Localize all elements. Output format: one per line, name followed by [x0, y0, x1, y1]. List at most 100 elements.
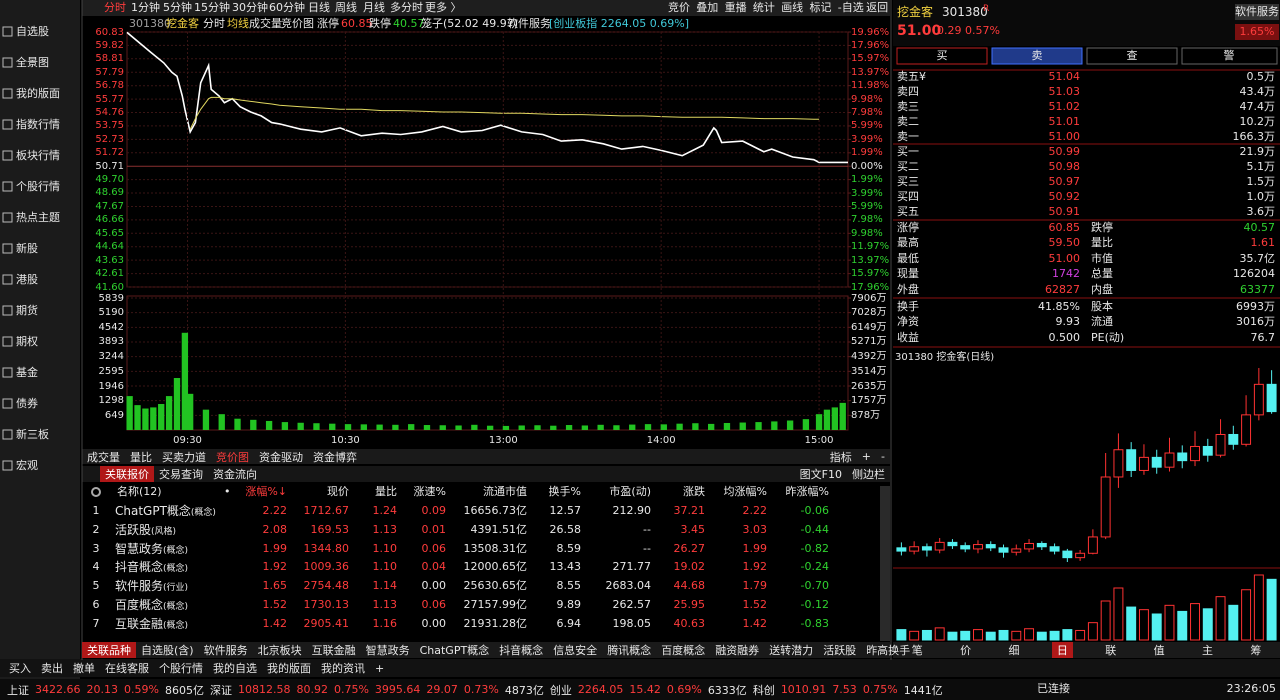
- tool-button[interactable]: 返回: [866, 1, 889, 14]
- period-tab[interactable]: 30分钟: [232, 1, 268, 14]
- indicator-tab[interactable]: 买卖力道: [162, 450, 206, 464]
- block-tab[interactable]: 活跃股: [823, 644, 857, 657]
- block-tab[interactable]: 自选股(含): [141, 644, 194, 657]
- buy-button[interactable]: [896, 47, 988, 65]
- indicator-tab[interactable]: 竞价图: [216, 450, 249, 464]
- period-tab[interactable]: 60分钟: [269, 1, 305, 14]
- toolbar-button[interactable]: 个股行情: [159, 662, 203, 675]
- column-header[interactable]: 涨跌: [683, 485, 705, 498]
- block-name[interactable]: 智慧政务(概念): [115, 541, 189, 556]
- chart-option[interactable]: 成交量: [249, 17, 282, 30]
- sidebar-item[interactable]: 新三板: [16, 428, 49, 441]
- alert-button[interactable]: [1181, 47, 1278, 65]
- sidebar-item[interactable]: 宏观: [16, 459, 38, 472]
- tool-button[interactable]: 重播: [724, 1, 747, 14]
- indicator-button[interactable]: 指标: [829, 450, 852, 464]
- sidebar-item[interactable]: 板块行情: [16, 149, 60, 162]
- quote-tab[interactable]: 笔: [911, 644, 923, 657]
- block-name[interactable]: 抖音概念(概念): [115, 560, 189, 575]
- toolbar-button[interactable]: 买入: [9, 662, 31, 675]
- block-name[interactable]: ChatGPT概念(概念): [115, 504, 216, 518]
- period-tab[interactable]: 更多 〉: [425, 1, 462, 14]
- tool-button[interactable]: 标记: [809, 1, 832, 14]
- sidebar-item[interactable]: 个股行情: [16, 180, 60, 193]
- related-button[interactable]: 侧边栏: [852, 468, 885, 481]
- column-header[interactable]: 现价: [327, 485, 349, 498]
- quote-tab[interactable]: 筹: [1250, 644, 1262, 657]
- sidebar-item[interactable]: 期货: [16, 304, 38, 317]
- tool-button[interactable]: 叠加: [696, 1, 719, 14]
- block-tab[interactable]: ChatGPT概念: [419, 644, 490, 657]
- related-tab[interactable]: 交易查询: [159, 468, 203, 481]
- tool-button[interactable]: 画线: [781, 1, 804, 14]
- block-tab[interactable]: 信息安全: [553, 644, 598, 657]
- block-tab[interactable]: 昨高换手: [866, 644, 911, 657]
- related-tab[interactable]: 资金流向: [213, 468, 257, 481]
- quote-tab[interactable]: 价: [960, 644, 972, 657]
- block-tab[interactable]: 融资融券: [715, 644, 760, 657]
- indicator-button[interactable]: -: [881, 450, 885, 463]
- trade-button[interactable]: 卖: [1031, 49, 1043, 62]
- period-tab[interactable]: 月线: [363, 1, 385, 14]
- chart-option[interactable]: 竞价图: [281, 17, 314, 30]
- block-tab[interactable]: 送转潜力: [769, 644, 814, 657]
- toolbar-button[interactable]: +: [375, 661, 385, 675]
- block-tab[interactable]: 北京板块: [257, 644, 302, 657]
- related-button[interactable]: 图文F10: [799, 468, 842, 481]
- block-tab[interactable]: 百度概念: [661, 644, 706, 657]
- trade-button[interactable]: 买: [936, 49, 948, 62]
- block-tab[interactable]: 互联金融: [311, 644, 356, 657]
- period-tab[interactable]: 分时: [104, 1, 126, 14]
- toolbar-button[interactable]: 卖出: [41, 662, 63, 675]
- tool-button[interactable]: -自选: [837, 1, 864, 14]
- quote-tab[interactable]: 日: [1051, 642, 1073, 658]
- column-header[interactable]: 昨涨幅%: [785, 485, 829, 498]
- block-tab[interactable]: 智慧政务: [365, 644, 410, 657]
- column-header[interactable]: 流通市值: [483, 485, 527, 498]
- toolbar-button[interactable]: 撤单: [73, 662, 95, 675]
- toolbar-button[interactable]: 我的版面: [267, 662, 311, 675]
- column-header[interactable]: 量比: [375, 485, 397, 498]
- indicator-tab[interactable]: 资金驱动: [259, 450, 303, 464]
- sidebar-item[interactable]: 自选股: [16, 25, 49, 38]
- indicator-tab[interactable]: 成交量: [87, 450, 120, 464]
- sidebar-item[interactable]: 新股: [16, 242, 38, 255]
- block-tab[interactable]: 关联品种: [82, 642, 136, 658]
- column-header[interactable]: 涨幅%↓: [245, 485, 287, 498]
- column-header[interactable]: 均涨幅%: [723, 485, 767, 498]
- column-header[interactable]: 市盈(动): [609, 485, 651, 498]
- block-name[interactable]: 互联金融(概念): [115, 616, 189, 631]
- chart-option[interactable]: 分时: [203, 17, 225, 30]
- quote-tab[interactable]: 细: [1008, 644, 1020, 657]
- period-tab[interactable]: 多分时: [390, 1, 423, 14]
- period-tab[interactable]: 1分钟: [131, 1, 160, 14]
- sidebar-item[interactable]: 港股: [16, 273, 38, 286]
- indicator-tab[interactable]: 资金博弈: [313, 450, 357, 464]
- period-tab[interactable]: 5分钟: [163, 1, 192, 14]
- query-button[interactable]: [1086, 47, 1178, 65]
- sidebar-item[interactable]: 债券: [16, 397, 38, 410]
- block-tab[interactable]: 腾讯概念: [607, 644, 652, 657]
- toolbar-button[interactable]: 我的资讯: [321, 662, 365, 675]
- block-tab[interactable]: 抖音概念: [499, 644, 544, 657]
- column-header[interactable]: 涨速%: [413, 485, 446, 498]
- sidebar-item[interactable]: 基金: [16, 366, 38, 379]
- trade-button[interactable]: 查: [1126, 49, 1138, 62]
- period-tab[interactable]: 日线: [308, 1, 330, 14]
- block-name[interactable]: 软件服务(行业): [115, 579, 189, 594]
- sidebar-item[interactable]: 指数行情: [16, 118, 60, 131]
- block-name[interactable]: 活跃股(风格): [115, 522, 177, 537]
- tool-button[interactable]: 统计: [752, 1, 775, 14]
- toolbar-button[interactable]: 我的自选: [213, 662, 257, 675]
- period-tab[interactable]: 周线: [335, 1, 357, 14]
- sidebar-item[interactable]: 全景图: [16, 56, 49, 69]
- tool-button[interactable]: 竞价: [668, 1, 690, 14]
- related-tab[interactable]: 关联报价: [100, 466, 154, 482]
- indicator-button[interactable]: +: [861, 450, 872, 463]
- period-tab[interactable]: 15分钟: [194, 1, 230, 14]
- quote-tab[interactable]: 主: [1201, 644, 1213, 657]
- quote-tab[interactable]: 联: [1105, 644, 1117, 657]
- sell-button[interactable]: [991, 47, 1083, 65]
- sidebar-item[interactable]: 热点主题: [16, 211, 60, 224]
- toolbar-button[interactable]: 在线客服: [105, 662, 149, 675]
